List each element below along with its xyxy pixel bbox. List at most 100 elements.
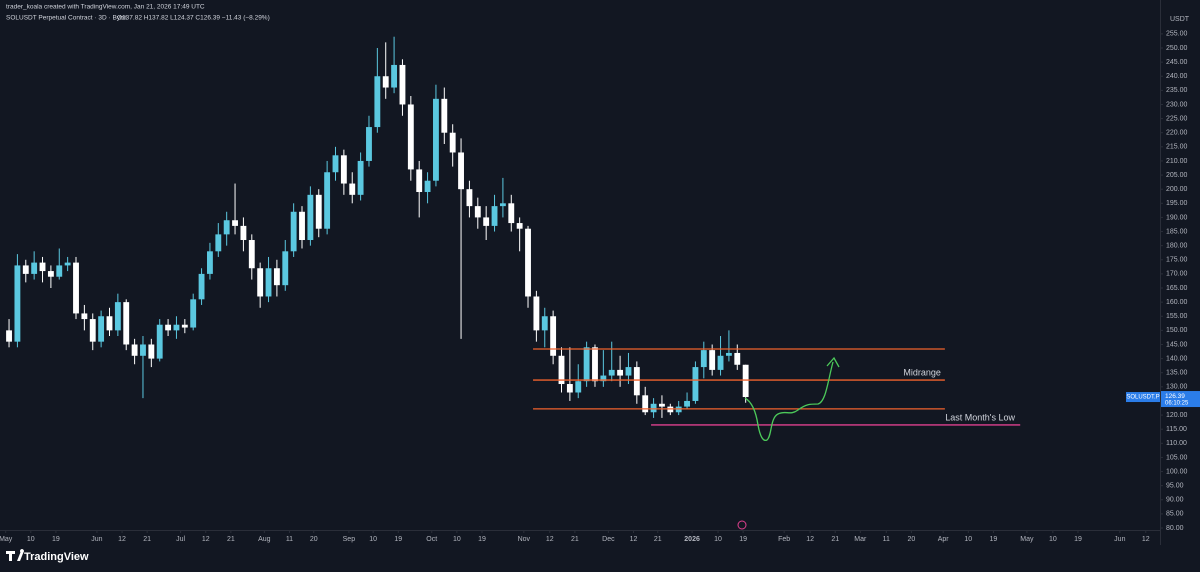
candle-body	[106, 316, 113, 331]
price-symbol: SOLUSDT.P	[1126, 395, 1159, 401]
x-tick-label: Mar	[854, 536, 867, 543]
y-tick-label: 115.00	[1166, 426, 1187, 433]
x-tick-label: May	[0, 536, 13, 543]
x-tick-label: 12	[202, 536, 210, 543]
y-tick-label: 180.00	[1166, 243, 1188, 250]
candle-body	[98, 316, 105, 342]
candle-body	[491, 206, 498, 226]
x-tick-label: Aug	[258, 536, 271, 543]
candle-body	[340, 155, 347, 184]
candle-body	[114, 302, 121, 331]
y-tick-label: 160.00	[1166, 299, 1188, 306]
candle-body	[692, 367, 699, 401]
candle-body	[516, 223, 523, 229]
candle-body	[424, 180, 431, 193]
y-tick-label: 235.00	[1166, 87, 1188, 94]
x-tick-label: 19	[1074, 536, 1082, 543]
x-tick-label: 2026	[684, 536, 700, 543]
candle-body	[499, 203, 506, 207]
candle-body	[357, 160, 364, 195]
y-tick-label: 200.00	[1166, 186, 1188, 193]
x-tick-label: 10	[453, 536, 461, 543]
candle-body	[307, 194, 314, 241]
candle-body	[39, 262, 46, 272]
candle-body	[558, 355, 565, 385]
x-tick-label: 20	[310, 536, 318, 543]
x-tick-label: Feb	[778, 536, 790, 543]
candle-body	[240, 225, 247, 241]
credit: trader_koala created with TradingView.co…	[6, 4, 205, 11]
y-tick-label: 185.00	[1166, 228, 1188, 235]
candle-body	[617, 369, 624, 376]
ohlc: O137.82 H137.82 L124.37 C126.39 −11.43 (…	[117, 15, 270, 22]
y-tick-label: 165.00	[1166, 285, 1188, 292]
y-tick-label: 210.00	[1166, 158, 1188, 165]
candle-body	[131, 344, 138, 356]
price-countdown: 06:10:25	[1165, 401, 1189, 407]
x-tick-label: 19	[990, 536, 998, 543]
candle-body	[474, 206, 481, 218]
candle-body	[64, 262, 71, 266]
candle-body	[324, 172, 331, 229]
brand: TradingView	[24, 551, 89, 563]
candle-body	[223, 220, 230, 235]
y-tick-label: 85.00	[1166, 511, 1184, 518]
candle-body	[583, 347, 590, 382]
candle-body	[282, 251, 289, 286]
candle-body	[6, 330, 12, 342]
x-tick-label: 21	[143, 536, 151, 543]
candle-body	[232, 220, 238, 226]
candle-body	[399, 64, 406, 105]
candle-body	[332, 155, 339, 173]
candle-body	[349, 183, 356, 195]
candle-body	[566, 384, 573, 393]
y-tick-label: 145.00	[1166, 341, 1188, 348]
x-tick-label: Jun	[1114, 536, 1125, 543]
candle-body	[248, 240, 255, 269]
currency: USDT	[1170, 16, 1190, 23]
x-tick-label: May	[1020, 536, 1034, 543]
x-tick-label: 12	[806, 536, 814, 543]
x-tick-label: 19	[394, 536, 402, 543]
candle-body	[207, 251, 213, 274]
x-tick-label: 21	[654, 536, 662, 543]
candle-body	[625, 367, 632, 376]
price-box	[1161, 391, 1200, 408]
y-tick-label: 120.00	[1166, 412, 1188, 419]
candle-body	[592, 347, 598, 382]
candle-body	[273, 268, 280, 286]
x-tick-label: Sep	[343, 536, 356, 543]
y-tick-label: 250.00	[1166, 45, 1188, 52]
y-tick-label: 105.00	[1166, 454, 1188, 461]
y-tick-label: 155.00	[1166, 313, 1188, 320]
x-tick-label: 10	[964, 536, 972, 543]
candle-body	[31, 262, 38, 274]
candle-body	[73, 262, 79, 314]
y-tick-label: 175.00	[1166, 257, 1188, 264]
y-tick-label: 195.00	[1166, 200, 1188, 207]
candle-body	[600, 375, 607, 382]
candle-body	[642, 395, 649, 413]
y-tick-label: 255.00	[1166, 31, 1188, 38]
candle-body	[725, 352, 732, 356]
candle-body	[717, 355, 724, 370]
x-tick-label: 10	[1049, 536, 1057, 543]
candle-body	[257, 268, 264, 297]
candle-body	[550, 316, 557, 356]
candle-body	[382, 76, 389, 88]
candle-body	[391, 64, 398, 88]
candle-body	[700, 350, 707, 368]
candle-body	[14, 265, 21, 342]
y-tick-label: 110.00	[1166, 440, 1187, 447]
x-tick-label: Apr	[938, 536, 950, 543]
y-tick-label: 205.00	[1166, 172, 1188, 179]
y-tick-label: 225.00	[1166, 115, 1188, 122]
x-tick-label: 21	[227, 536, 235, 543]
candle-body	[483, 217, 490, 226]
candle-body	[198, 273, 205, 300]
x-tick-label: 12	[118, 536, 126, 543]
candle-body	[709, 350, 716, 370]
candle-body	[148, 344, 155, 359]
y-tick-label: 170.00	[1166, 271, 1188, 278]
candle-body	[165, 324, 172, 331]
